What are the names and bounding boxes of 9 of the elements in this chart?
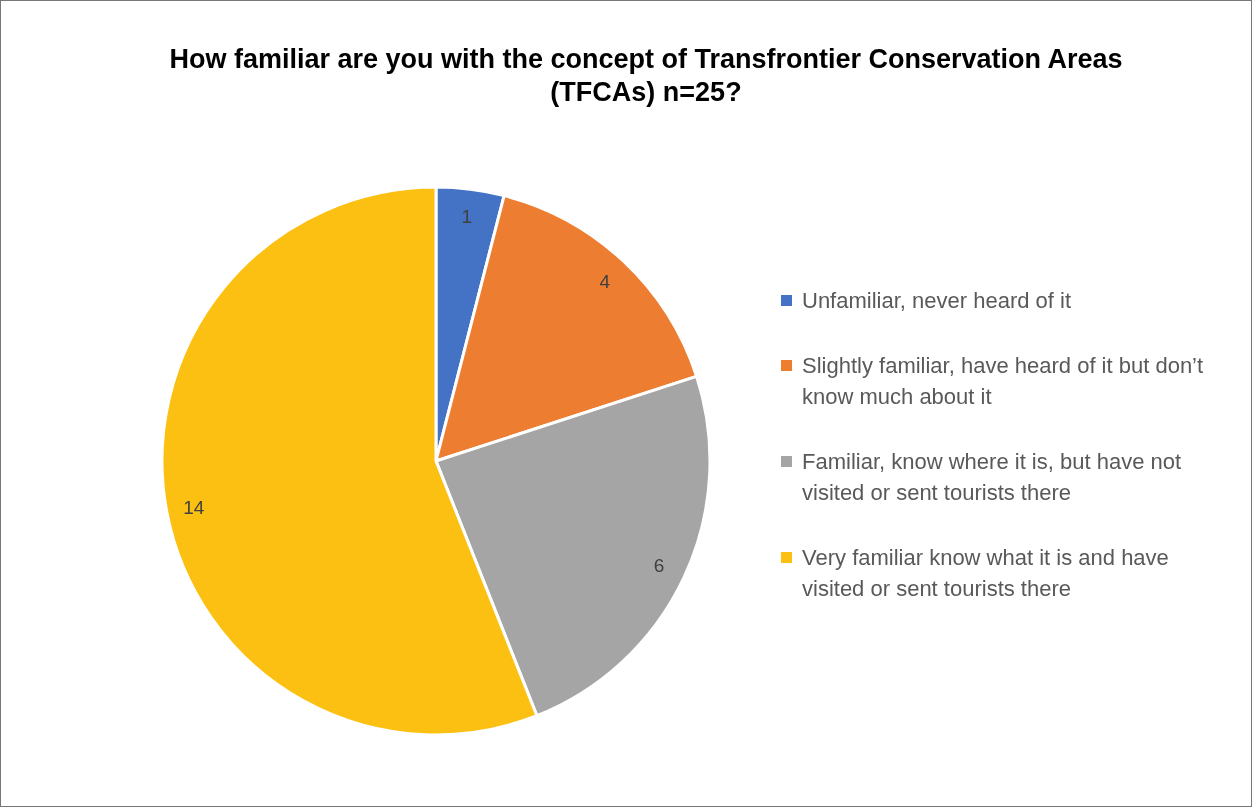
legend-label: Familiar, know where it is, but have not visited or sent tourists there bbox=[802, 447, 1183, 507]
chart-title: How familiar are you with the concept of Transfrontier Conservation Areas (TFCAs) n=25? bbox=[168, 43, 1124, 109]
data-label: 1 bbox=[461, 205, 473, 227]
data-label: 4 bbox=[599, 270, 611, 292]
data-label: 14 bbox=[183, 496, 205, 518]
legend-label: Very familiar know what it is and have visited or sent tourists there bbox=[802, 543, 1170, 603]
legend-label: Slightly familiar, have heard of it but don’t know much about it bbox=[802, 351, 1205, 411]
legend-label: Unfamiliar, never heard of it bbox=[802, 286, 1072, 315]
data-label: 6 bbox=[653, 555, 665, 577]
